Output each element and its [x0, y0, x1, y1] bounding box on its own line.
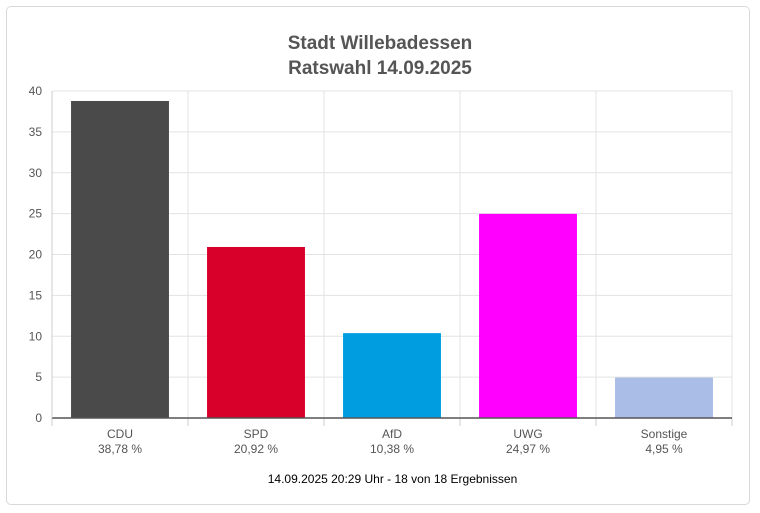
bar-spd	[207, 246, 305, 418]
chart-title-line1: Stadt Willebadessen	[287, 33, 473, 54]
x-category-label: CDU	[107, 427, 133, 441]
y-tick-label: 10	[29, 329, 43, 343]
x-value-label: 38,78 %	[98, 442, 142, 456]
chart-title-line2: Ratswahl 14.09.2025	[288, 58, 472, 79]
bar-uwg	[479, 213, 577, 418]
bar-cdu	[71, 100, 169, 418]
chart-footer: 14.09.2025 20:29 Uhr - 18 von 18 Ergebni…	[267, 472, 518, 486]
x-category-label: UWG	[513, 427, 542, 441]
x-value-label: 10,38 %	[370, 442, 414, 456]
y-tick-label: 0	[35, 411, 42, 425]
bar-afd	[343, 333, 441, 418]
x-value-label: 24,97 %	[506, 442, 550, 456]
x-category-label: Sonstige	[641, 427, 688, 441]
y-tick-label: 5	[35, 370, 42, 384]
x-value-label: 4,95 %	[645, 442, 683, 456]
y-tick-label: 40	[29, 84, 43, 98]
y-tick-label: 25	[29, 207, 43, 221]
y-tick-label: 30	[29, 166, 43, 180]
y-tick-label: 15	[29, 288, 43, 302]
y-tick-label: 20	[29, 248, 43, 262]
x-value-label: 20,92 %	[234, 442, 278, 456]
x-category-label: SPD	[244, 427, 269, 441]
y-tick-label: 35	[29, 125, 43, 139]
bar-sonstige	[615, 377, 713, 418]
x-category-label: AfD	[382, 427, 402, 441]
